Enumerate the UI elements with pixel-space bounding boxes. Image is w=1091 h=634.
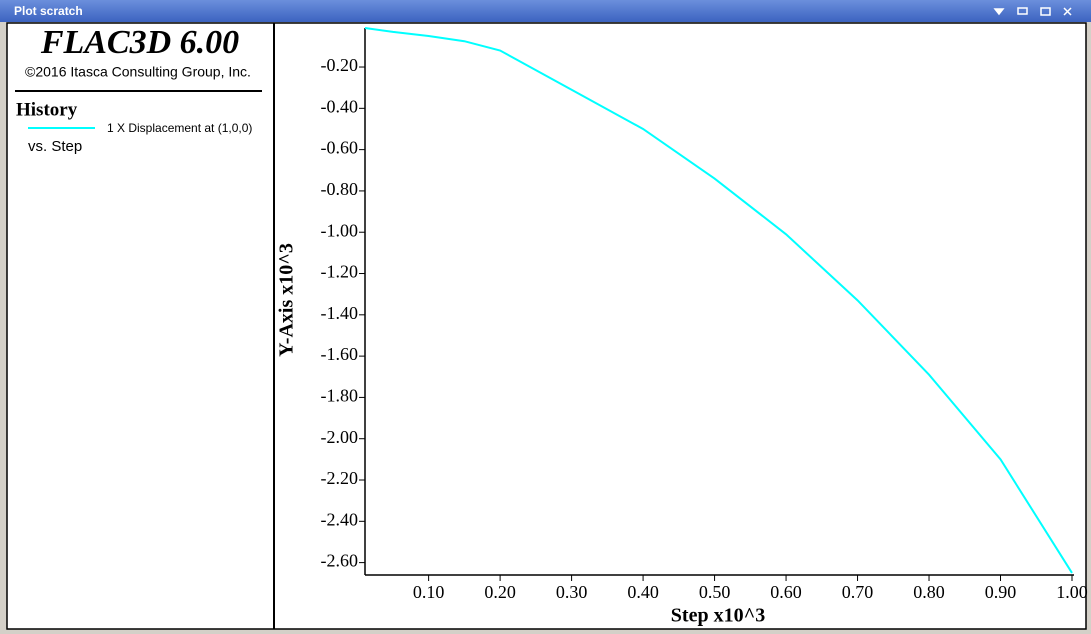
y-tick-label: -2.60 xyxy=(321,551,359,571)
x-tick-label: 0.10 xyxy=(413,582,445,602)
x-tick-label: 0.80 xyxy=(913,582,945,602)
y-tick-label: -0.40 xyxy=(321,96,359,116)
x-tick-label: 0.40 xyxy=(627,582,659,602)
y-tick-label: -1.80 xyxy=(321,386,359,406)
versus-label: vs. Step xyxy=(28,138,82,155)
y-tick-label: -1.40 xyxy=(321,303,359,323)
close-button[interactable] xyxy=(1063,7,1072,16)
product-title: FLAC3D 6.00 xyxy=(40,24,239,61)
x-tick-label: 0.60 xyxy=(770,582,802,602)
window-controls[interactable] xyxy=(993,7,1072,16)
copyright: ©2016 Itasca Consulting Group, Inc. xyxy=(25,64,251,80)
y-tick-label: -1.00 xyxy=(321,220,359,240)
y-tick-label: -2.20 xyxy=(321,468,359,488)
y-axis-title: Y-Axis x10^3 xyxy=(276,243,298,357)
data-line xyxy=(364,27,1073,574)
y-tick-label: -0.20 xyxy=(321,55,359,75)
x-tick-label: 0.50 xyxy=(699,582,731,602)
y-tick-label: -0.80 xyxy=(321,179,359,199)
legend-label: 1 X Displacement at (1,0,0) xyxy=(107,121,252,135)
section-title: History xyxy=(16,99,78,120)
y-tick-label: -0.60 xyxy=(321,138,359,158)
y-tick-label: -2.00 xyxy=(321,427,359,447)
x-tick-label: 0.20 xyxy=(484,582,516,602)
x-tick-label: 1.00 xyxy=(1056,582,1088,602)
x-axis-title: Step x10^3 xyxy=(671,605,765,627)
y-tick-label: -2.40 xyxy=(321,509,359,529)
window-title: Plot scratch xyxy=(14,4,83,18)
menu-button[interactable] xyxy=(993,8,1005,16)
y-tick-label: -1.60 xyxy=(321,344,359,364)
x-tick-label: 0.70 xyxy=(842,582,874,602)
y-tick-label: -1.20 xyxy=(321,262,359,282)
plot-area xyxy=(6,22,1087,630)
restore-button[interactable] xyxy=(1017,7,1028,15)
x-tick-label: 0.30 xyxy=(556,582,588,602)
title-bar xyxy=(0,0,1091,22)
maximize-button[interactable] xyxy=(1040,7,1051,16)
x-tick-label: 0.90 xyxy=(985,582,1017,602)
